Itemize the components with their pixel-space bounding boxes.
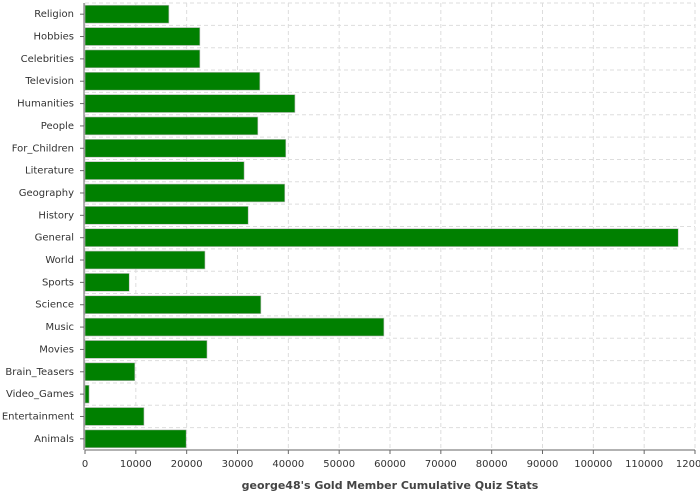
x-tick-label: 80000 (476, 459, 508, 470)
y-tick-label: Literature (25, 166, 74, 177)
y-tick-label: Video_Games (6, 389, 74, 400)
y-tick-label: For_Children (12, 143, 74, 154)
bar (84, 429, 187, 449)
bar (84, 139, 287, 158)
bar (84, 4, 170, 24)
x-tick-label: 20000 (171, 459, 203, 470)
bar (84, 384, 90, 404)
bar (84, 183, 286, 203)
bar (84, 49, 201, 69)
bar (84, 206, 249, 225)
y-tick-label: People (41, 121, 74, 132)
x-tick-label: 50000 (323, 459, 355, 470)
x-tick-label: 10000 (120, 459, 152, 470)
y-tick-label: Religion (34, 9, 74, 20)
bar (84, 116, 259, 136)
bar (84, 27, 201, 46)
bar (84, 94, 296, 113)
bar (84, 362, 136, 382)
bar (84, 71, 261, 91)
x-tick-label: 120000 (676, 459, 700, 470)
bar (84, 340, 208, 359)
x-tick-label: 90000 (527, 459, 559, 470)
x-tick-label: 0 (82, 459, 88, 470)
bar (84, 295, 262, 314)
y-tick-label: Music (46, 322, 74, 333)
y-tick-label: Movies (39, 344, 74, 355)
y-tick-label: Humanities (17, 99, 74, 110)
bar (84, 273, 130, 292)
y-tick-label: Science (35, 300, 74, 311)
x-tick-label: 40000 (272, 459, 304, 470)
y-tick-label: Television (24, 76, 74, 87)
x-tick-label: 30000 (222, 459, 254, 470)
x-tick-label: 60000 (374, 459, 406, 470)
y-tick-label: Geography (19, 188, 74, 199)
chart-title: george48's Gold Member Cumulative Quiz S… (242, 479, 539, 492)
y-tick-label: Animals (34, 434, 74, 445)
bar (84, 161, 245, 180)
x-tick-label: 100000 (574, 459, 612, 470)
y-tick-label: Entertainment (2, 411, 74, 422)
y-tick-label: Hobbies (34, 32, 74, 43)
bar (84, 250, 206, 270)
y-tick-label: Sports (42, 277, 74, 288)
bar (84, 228, 679, 247)
y-tick-label: Celebrities (21, 54, 74, 65)
x-tick-label: 70000 (425, 459, 457, 470)
y-tick-label: General (35, 233, 74, 244)
x-tick-label: 110000 (625, 459, 663, 470)
bar (84, 317, 385, 337)
y-tick-label: History (38, 210, 74, 221)
y-tick-label: Brain_Teasers (5, 367, 74, 378)
y-tick-label: World (45, 255, 74, 266)
bar (84, 407, 145, 426)
